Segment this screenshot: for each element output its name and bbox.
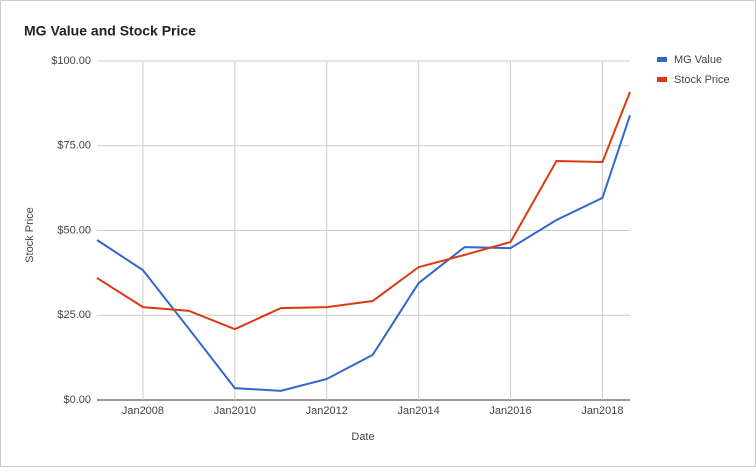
x-tick-label: Jan2008 xyxy=(122,405,164,417)
line xyxy=(96,91,631,331)
x-tick-label: Jan2014 xyxy=(398,405,440,417)
x-tick-label: Jan2010 xyxy=(214,405,256,417)
legend-swatch xyxy=(657,57,667,62)
x-tick-label: Jan2018 xyxy=(581,405,623,417)
y-tick-label: $25.00 xyxy=(57,309,91,321)
chart-title: MG Value and Stock Price xyxy=(24,23,196,39)
y-tick-label: $75.00 xyxy=(57,140,91,152)
legend-label: MG Value xyxy=(674,54,722,66)
x-tick-label: Jan2016 xyxy=(489,405,531,417)
y-tick-label: $0.00 xyxy=(63,394,91,406)
x-tick-label: Jan2012 xyxy=(306,405,348,417)
legend-label: Stock Price xyxy=(674,74,730,86)
y-tick-label: $50.00 xyxy=(57,224,91,236)
x-axis-title: Date xyxy=(351,431,374,443)
legend-swatch xyxy=(657,77,667,82)
y-axis-title: Stock Price xyxy=(24,207,36,263)
line xyxy=(96,114,631,392)
y-tick-label: $100.00 xyxy=(51,55,91,67)
